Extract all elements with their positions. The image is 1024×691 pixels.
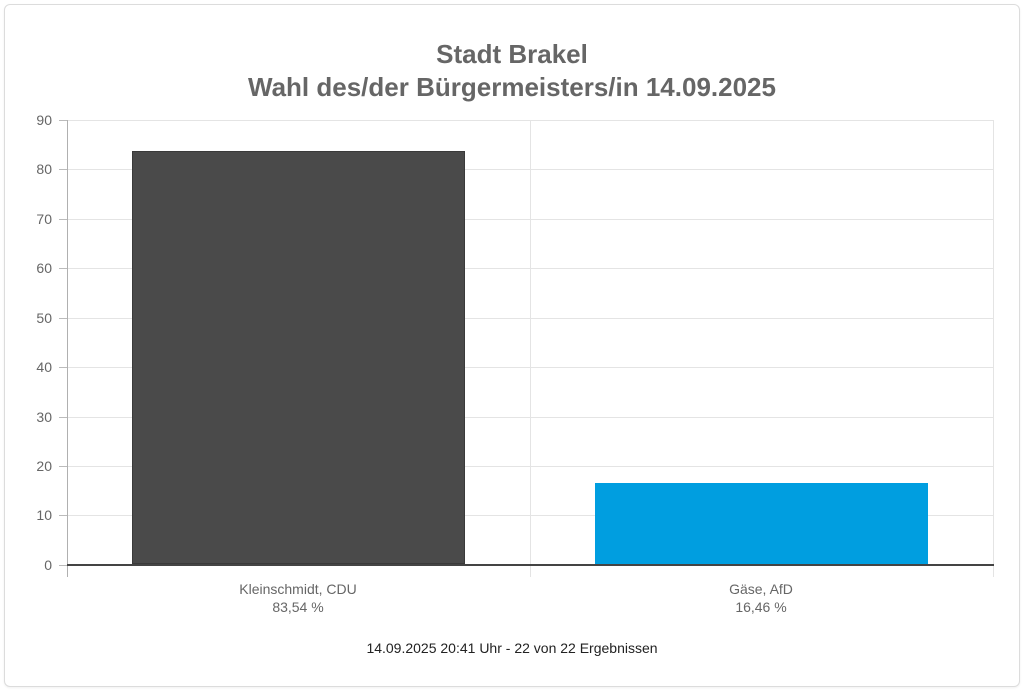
tick-mark — [59, 318, 67, 319]
category-divider — [530, 120, 531, 577]
y-tick-label: 50 — [36, 310, 52, 326]
x-axis-baseline — [67, 564, 994, 566]
x-label-gaese: Gäse, AfD 16,46 % — [611, 580, 911, 616]
chart-title-line2: Wahl des/der Bürgermeisters/in 14.09.202… — [248, 72, 776, 102]
tick-mark — [59, 515, 67, 516]
bar-gaese-afd[interactable] — [595, 483, 928, 564]
candidate-name: Kleinschmidt, CDU — [239, 581, 357, 597]
tick-mark — [59, 565, 67, 566]
plot-right-border — [993, 120, 994, 577]
y-tick-label: 70 — [36, 211, 52, 227]
y-tick-label: 80 — [36, 161, 52, 177]
tick-mark — [59, 219, 67, 220]
bar-kleinschmidt-cdu[interactable] — [132, 151, 465, 564]
y-tick-label: 90 — [36, 112, 52, 128]
chart-title: Stadt Brakel Wahl des/der Bürgermeisters… — [0, 38, 1024, 104]
results-status: 14.09.2025 20:41 Uhr - 22 von 22 Ergebni… — [366, 640, 658, 656]
tick-mark — [59, 120, 67, 121]
candidate-percent: 83,54 % — [272, 599, 324, 615]
y-tick-label: 30 — [36, 409, 52, 425]
x-label-kleinschmidt: Kleinschmidt, CDU 83,54 % — [148, 580, 448, 616]
y-tick-label: 60 — [36, 260, 52, 276]
y-tick-label: 20 — [36, 458, 52, 474]
tick-mark — [59, 367, 67, 368]
y-tick-label: 40 — [36, 359, 52, 375]
y-tick-label: 10 — [36, 507, 52, 523]
chart-title-line1: Stadt Brakel — [436, 39, 588, 69]
y-tick-label: 0 — [44, 557, 52, 573]
tick-mark — [59, 466, 67, 467]
tick-mark — [59, 169, 67, 170]
plot-area: 90 80 70 60 50 40 30 20 10 0 — [36, 112, 994, 577]
tick-mark — [59, 417, 67, 418]
candidate-name: Gäse, AfD — [729, 581, 793, 597]
candidate-percent: 16,46 % — [735, 599, 787, 615]
tick-mark — [59, 268, 67, 269]
y-axis-line — [67, 120, 68, 577]
